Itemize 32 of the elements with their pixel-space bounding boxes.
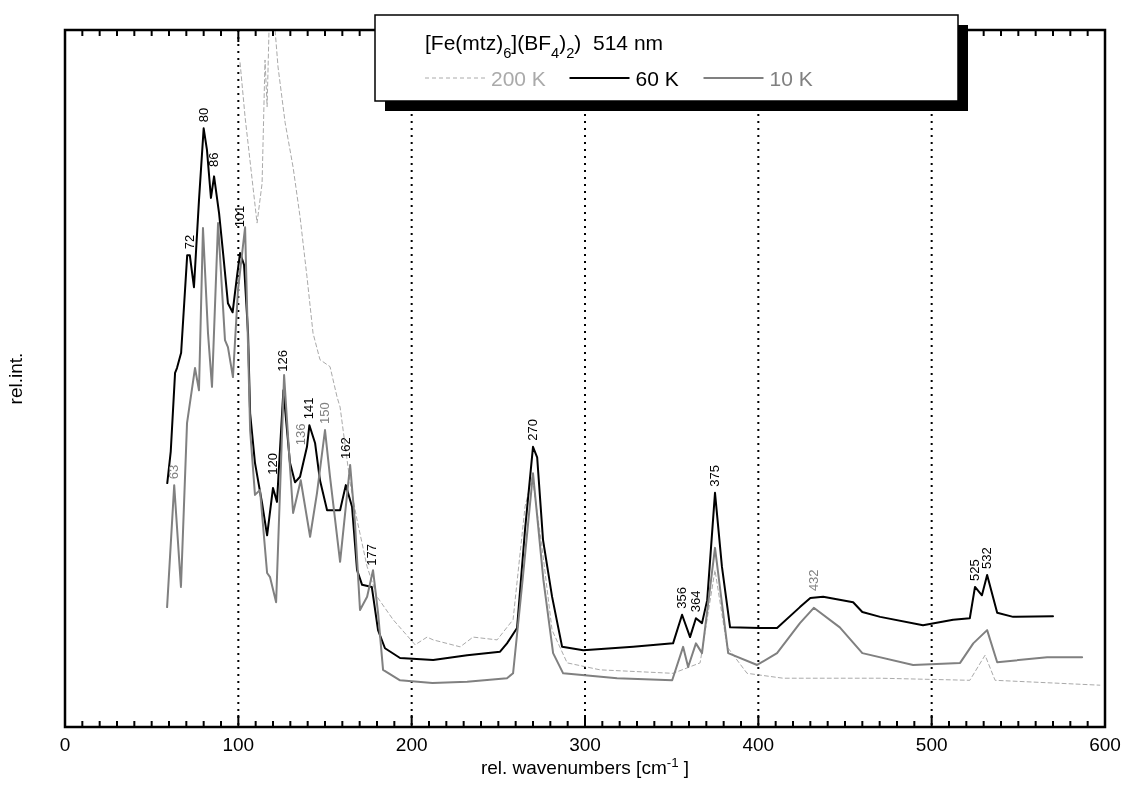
- x-tick-label: 0: [59, 734, 71, 755]
- annotation: 136: [292, 423, 308, 446]
- x-axis-title: rel. wavenumbers [cm$^{-1}$ ]: [480, 754, 690, 778]
- x-tick-label: 200: [395, 734, 428, 755]
- annotation: 162: [337, 437, 353, 459]
- legend-label: 10 K: [769, 67, 813, 90]
- annotation: 432: [805, 569, 821, 592]
- annotation: 126: [275, 350, 291, 372]
- annotation: 532: [979, 547, 995, 570]
- x-tick-label: 100: [222, 734, 255, 755]
- annotation: 270: [525, 419, 540, 441]
- legend-label: 60 K: [635, 67, 679, 90]
- annotation: 120: [265, 453, 280, 475]
- annotation: 86: [206, 152, 222, 167]
- annotation: 63: [166, 464, 182, 480]
- y-axis-title: rel.int.: [5, 352, 26, 405]
- x-tick-label: 400: [742, 734, 775, 755]
- annotation: 150: [317, 402, 332, 425]
- annotation: 356: [674, 587, 690, 609]
- legend-label: 200 K: [491, 67, 546, 90]
- annotation: 141: [301, 397, 317, 420]
- legend-title: [Fe(mtz)$_{6}$](BF$_{4}$)$_{2}$) 514 nm: [425, 31, 664, 61]
- annotation: 72: [181, 234, 197, 250]
- annotation: 101: [232, 205, 248, 228]
- x-tick-label: 600: [1089, 734, 1121, 755]
- x-tick-label: 500: [915, 734, 948, 755]
- annotation: 177: [363, 544, 379, 566]
- x-tick-label: 300: [569, 734, 601, 755]
- annotation: 364: [687, 590, 703, 613]
- annotation: 525: [967, 559, 982, 581]
- annotation: 80: [195, 107, 211, 123]
- annotation: 375: [707, 465, 722, 487]
